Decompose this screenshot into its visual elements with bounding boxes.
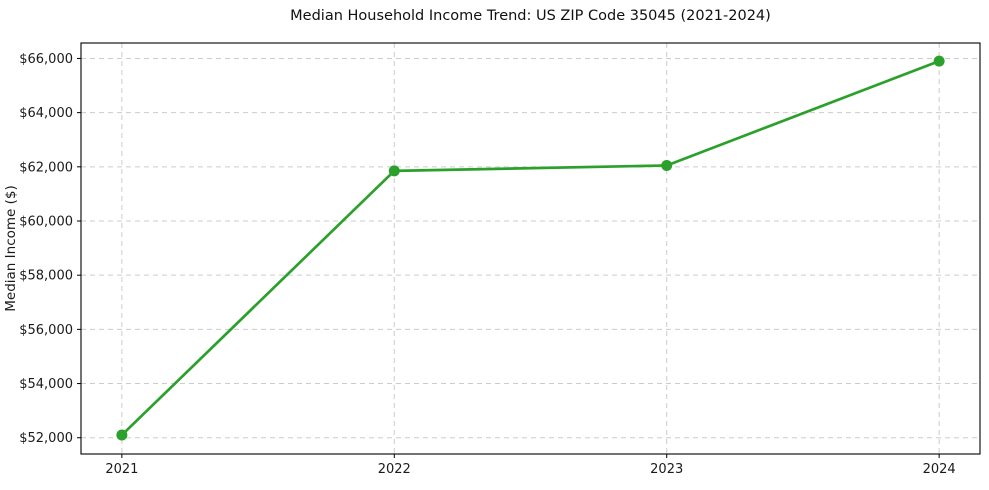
- data-point-marker: [933, 55, 945, 67]
- trend-line: [120, 59, 941, 437]
- data-point-marker: [116, 429, 128, 441]
- data-point-marker: [661, 159, 673, 171]
- y-tick-label: $64,000: [19, 106, 73, 121]
- x-tick-label: 2024: [923, 462, 956, 477]
- x-tick-label: 2021: [105, 462, 138, 477]
- y-tick-label: $58,000: [19, 269, 73, 284]
- y-tick-label: $52,000: [19, 431, 73, 446]
- data-point-marker: [388, 165, 400, 177]
- y-tick-label: $54,000: [19, 377, 73, 392]
- y-tick-label: $62,000: [19, 160, 73, 175]
- y-tick-label: $56,000: [19, 323, 73, 338]
- y-tick-label: $66,000: [19, 52, 73, 67]
- x-tick-label: 2022: [378, 462, 411, 477]
- y-tick-label: $60,000: [19, 215, 73, 230]
- x-tick-label: 2023: [650, 462, 683, 477]
- y-axis-label: Median Income ($): [3, 185, 19, 311]
- chart-title: Median Household Income Trend: US ZIP Co…: [290, 8, 771, 24]
- plot-border: [80, 42, 981, 455]
